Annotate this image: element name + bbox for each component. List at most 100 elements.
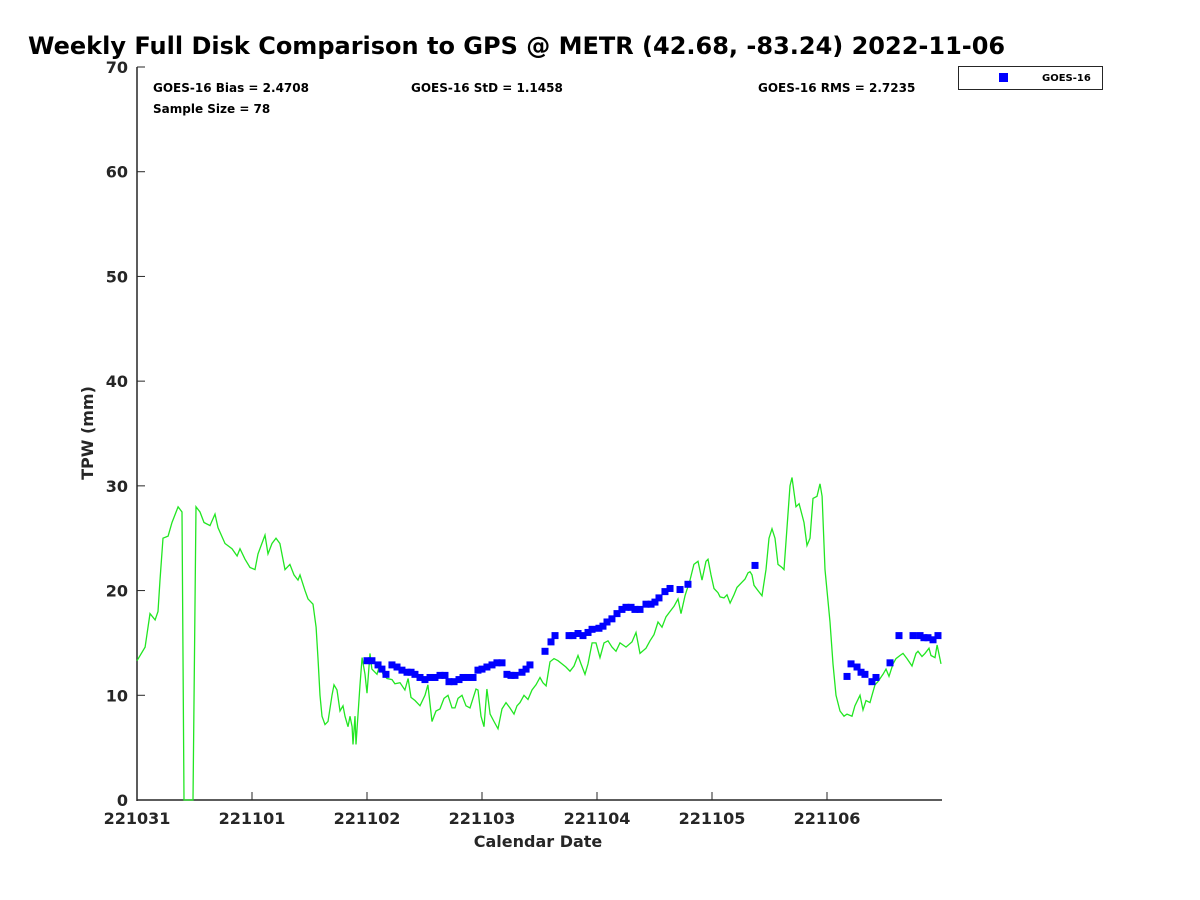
goes16-point — [403, 668, 411, 676]
goes16-point — [909, 632, 917, 640]
x-tick-label: 221102 — [334, 809, 401, 828]
goes16-point — [861, 670, 869, 678]
goes16-point — [608, 615, 616, 623]
goes16-point — [518, 668, 526, 676]
sample-size-stat: Sample Size = 78 — [153, 102, 270, 116]
axes: 0 10 20 30 40 50 60 70 221031 221101 221102 221103 2… — [104, 58, 942, 828]
goes16-point — [541, 647, 549, 655]
goes16-point — [469, 673, 477, 681]
x-axis-label: Calendar Date — [474, 832, 603, 851]
y-tick-label: 30 — [106, 477, 128, 496]
goes16-point — [751, 561, 759, 569]
rms-stat: GOES-16 RMS = 2.7235 — [758, 81, 915, 95]
goes16-point — [378, 665, 386, 673]
goes16-point — [526, 661, 534, 669]
goes16-point — [522, 665, 530, 673]
x-tick-label: 221103 — [449, 809, 516, 828]
goes16-point — [363, 657, 371, 665]
goes16-point — [436, 671, 444, 679]
goes16-point — [511, 671, 519, 679]
goes16-point — [647, 600, 655, 608]
goes16-point — [368, 657, 376, 665]
goes16-point — [857, 668, 865, 676]
y-tick-label: 70 — [106, 58, 128, 77]
y-tick-label: 40 — [106, 372, 128, 391]
goes16-point — [622, 603, 630, 611]
goes16-point — [474, 666, 482, 674]
goes16-point — [934, 632, 942, 640]
goes16-point — [483, 663, 491, 671]
goes16-point — [398, 666, 406, 674]
goes16-point — [924, 634, 932, 642]
goes16-point — [411, 670, 419, 678]
goes16-point — [547, 638, 555, 646]
goes16-point — [655, 594, 663, 602]
goes16-point — [636, 605, 644, 613]
goes16-point — [872, 673, 880, 681]
goes16-point — [565, 632, 573, 640]
std-stat: GOES-16 StD = 1.1458 — [411, 81, 563, 95]
goes16-point — [393, 663, 401, 671]
goes16-point — [579, 632, 587, 640]
goes16-point — [407, 668, 415, 676]
goes16-point — [445, 678, 453, 686]
goes16-point — [895, 632, 903, 640]
goes16-point — [595, 624, 603, 632]
goes16-point — [916, 632, 924, 640]
goes16-point — [613, 610, 621, 618]
goes16-point — [374, 661, 382, 669]
x-tick-label: 221101 — [219, 809, 286, 828]
y-tick-label: 60 — [106, 163, 128, 182]
goes16-point — [588, 625, 596, 633]
goes16-series — [363, 561, 942, 686]
x-tick-label: 221105 — [679, 809, 746, 828]
goes16-point — [599, 622, 607, 630]
legend-label-goes16: GOES-16 — [1042, 73, 1091, 84]
goes16-point — [498, 659, 506, 667]
goes16-point — [651, 598, 659, 606]
goes16-point — [642, 600, 650, 608]
goes16-point — [455, 676, 463, 684]
x-tick-label: 221104 — [564, 809, 631, 828]
goes16-point — [464, 673, 472, 681]
goes16-point — [929, 636, 937, 644]
chart-title: Weekly Full Disk Comparison to GPS @ MET… — [28, 32, 1005, 60]
goes16-point — [421, 676, 429, 684]
goes16-point — [584, 628, 592, 636]
bias-stat: GOES-16 Bias = 2.4708 — [153, 81, 309, 95]
goes16-point — [666, 584, 674, 592]
legend-box — [958, 66, 1103, 90]
goes16-point — [478, 665, 486, 673]
goes16-point — [503, 670, 511, 678]
y-tick-label: 0 — [117, 791, 128, 810]
goes16-point — [416, 673, 424, 681]
y-tick-label: 20 — [106, 582, 128, 601]
goes16-point — [488, 661, 496, 669]
x-tick-label: 221031 — [104, 809, 171, 828]
goes16-point — [450, 678, 458, 686]
goes16-point — [574, 630, 582, 638]
y-axis-label: TPW (mm) — [78, 386, 97, 480]
goes16-point — [676, 586, 684, 594]
goes16-point — [426, 673, 434, 681]
goes16-point — [661, 588, 669, 596]
y-tick-label: 50 — [106, 267, 128, 286]
legend: GOES-16 — [958, 66, 1103, 90]
goes16-point — [684, 580, 692, 588]
goes16-point — [551, 632, 559, 640]
goes16-point — [631, 605, 639, 613]
goes16-point — [493, 659, 501, 667]
goes16-point — [868, 678, 876, 686]
x-tick-label: 221106 — [794, 809, 861, 828]
gps-line — [136, 477, 942, 801]
goes16-point — [459, 673, 467, 681]
goes16-point — [853, 663, 861, 671]
goes16-point — [507, 671, 515, 679]
goes16-point — [886, 659, 894, 667]
goes16-point — [843, 672, 851, 680]
goes16-point — [603, 618, 611, 626]
goes16-point — [618, 605, 626, 613]
goes16-point — [388, 661, 396, 669]
goes16-point — [382, 670, 390, 678]
